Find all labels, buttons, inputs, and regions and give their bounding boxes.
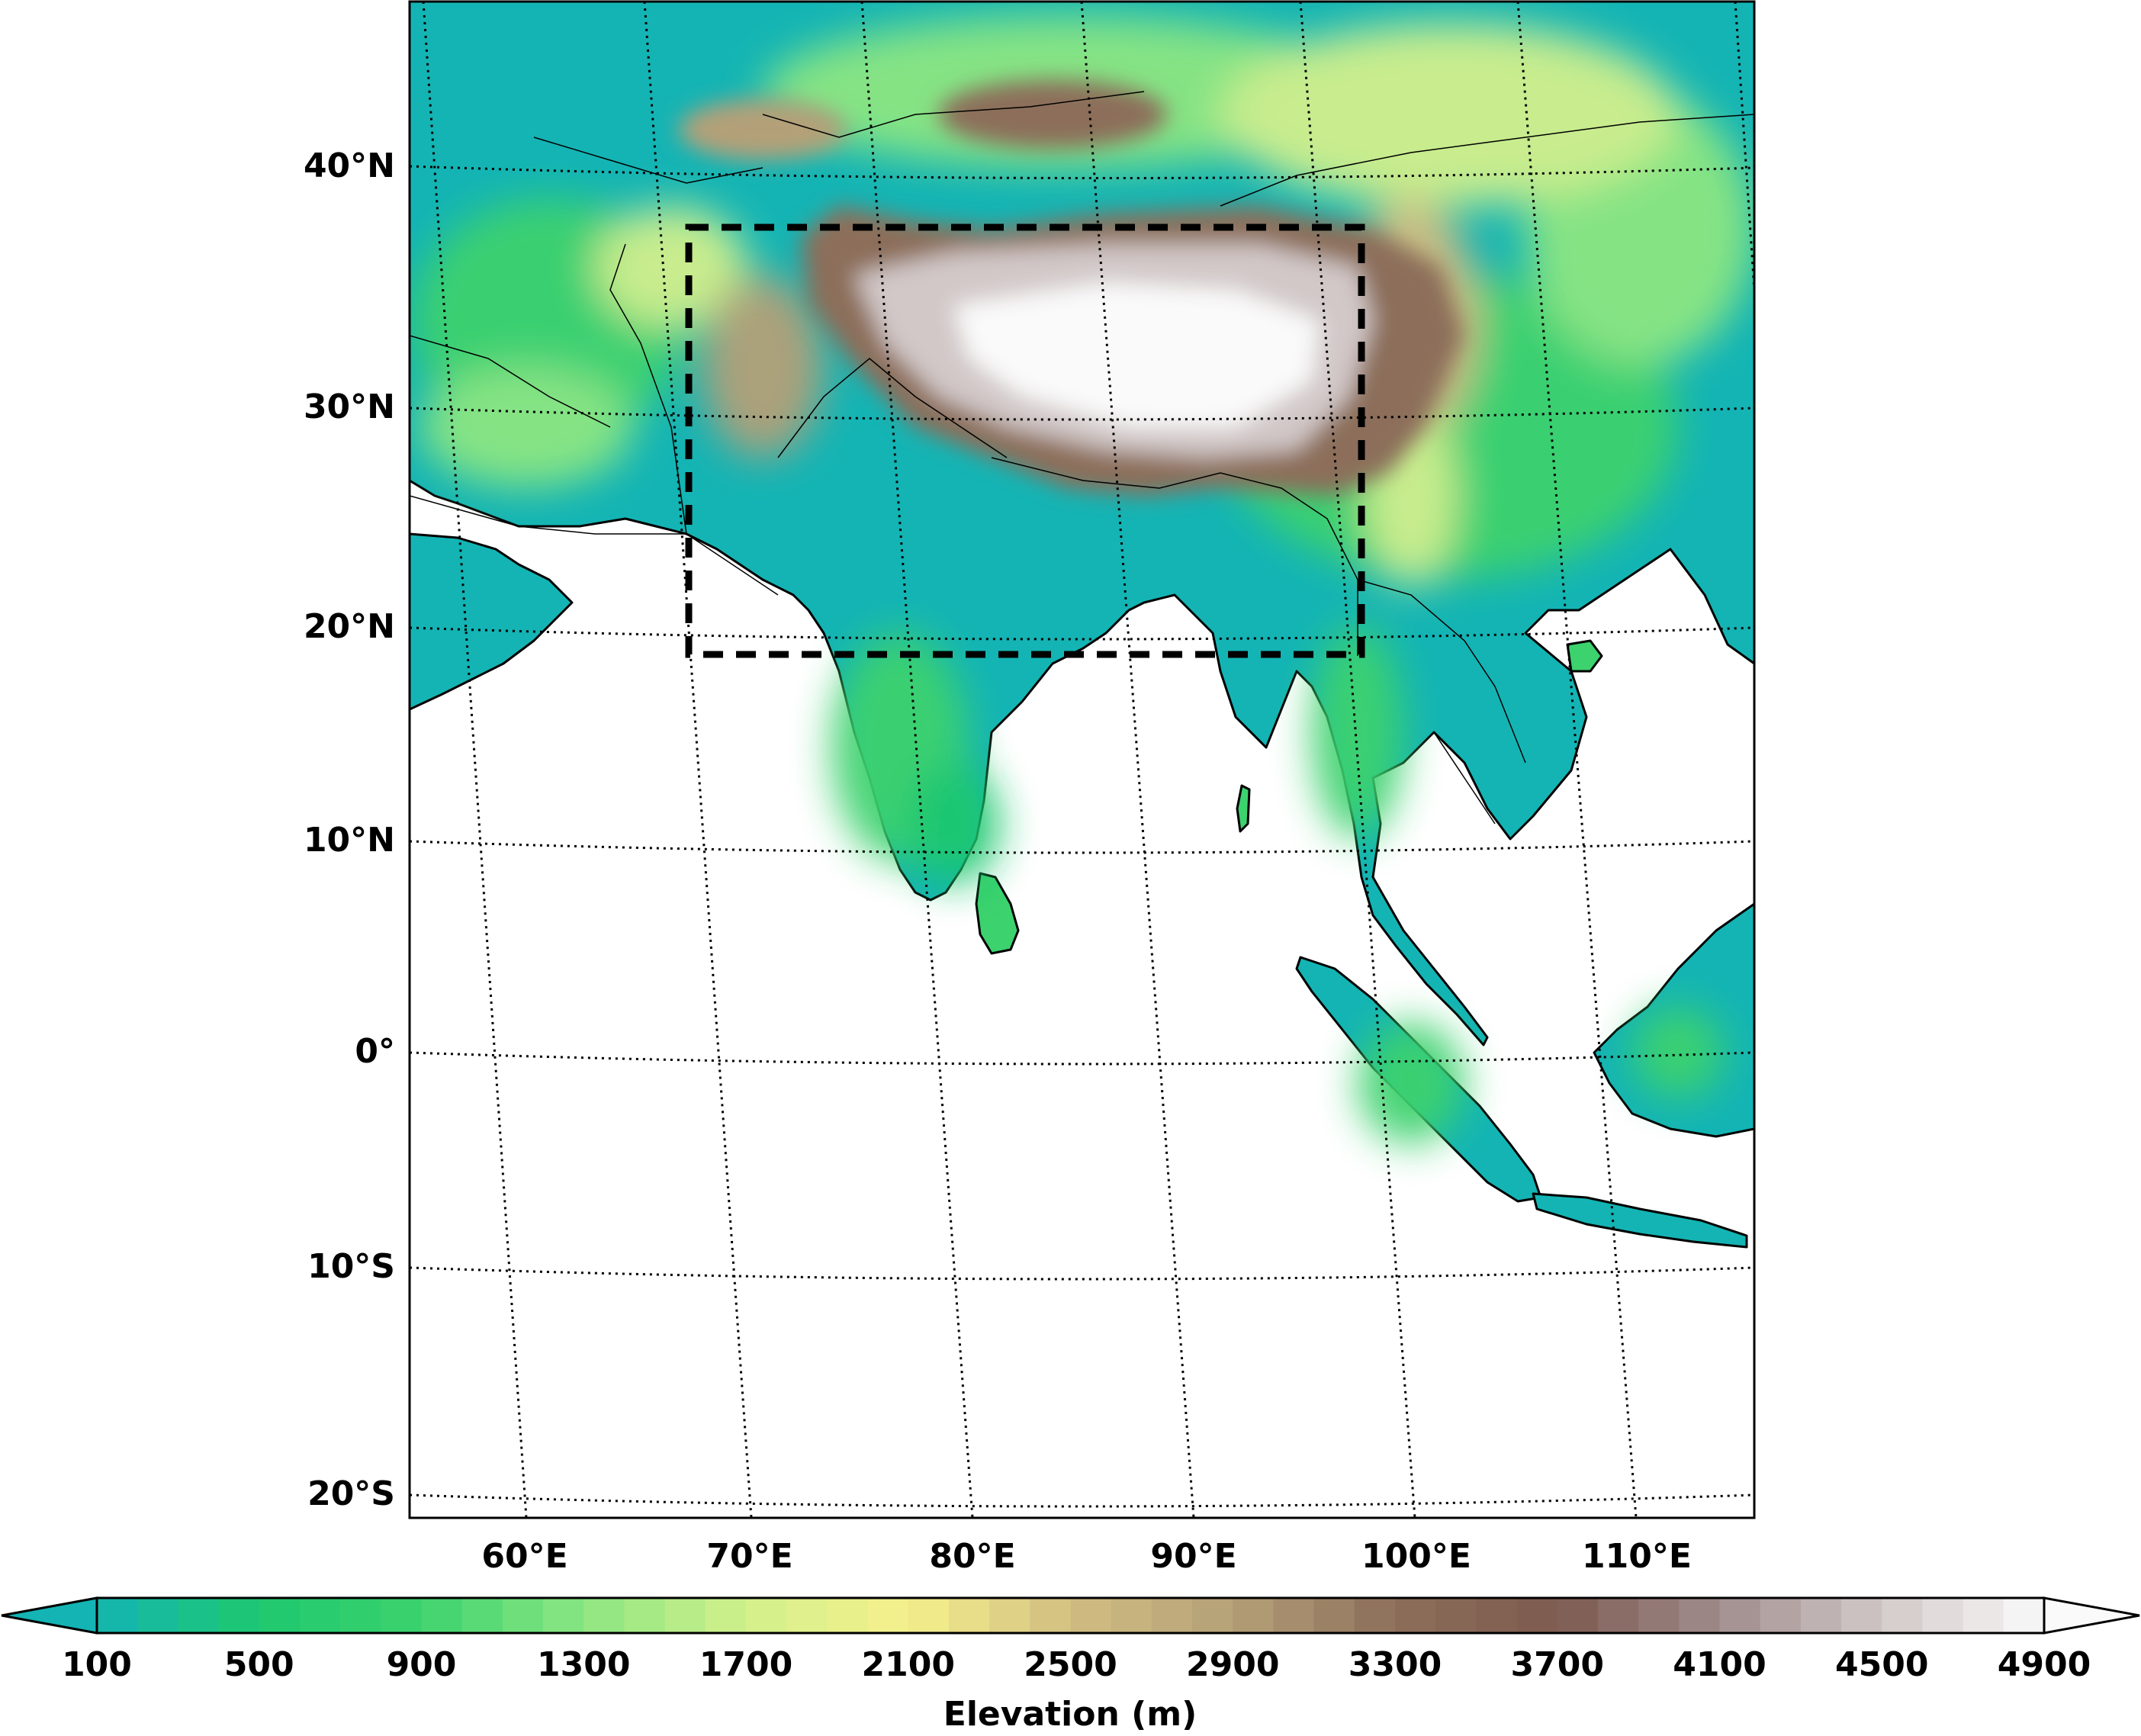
colorbar-cell: [218, 1598, 260, 1633]
colorbar-cell: [827, 1598, 869, 1633]
elevation-shading: [412, 15, 1754, 1144]
colorbar-cell: [1151, 1598, 1193, 1633]
colorbar-cell: [137, 1598, 178, 1633]
colorbar-cell: [908, 1598, 950, 1633]
lat-label-20s: 20°S: [307, 1474, 395, 1513]
colorbar-cell: [1800, 1598, 1842, 1633]
tibetan-plateau: [679, 80, 1464, 496]
colorbar-tick-label: 1700: [699, 1645, 792, 1684]
colorbar-cell: [624, 1598, 666, 1633]
lon-label-60e: 60°E: [481, 1537, 567, 1576]
colorbar-cell: [989, 1598, 1030, 1633]
colorbar-cell: [1963, 1598, 2004, 1633]
colorbar-cells: [97, 1598, 2045, 1633]
colorbar-frame: [95, 1596, 2046, 1635]
colorbar-tick-label: 2900: [1186, 1645, 1279, 1684]
colorbar-extend-max: [2043, 1596, 2140, 1635]
map-frame: [408, 0, 1756, 1519]
colorbar-cell: [97, 1598, 138, 1633]
colorbar-tick-label: 2500: [1024, 1645, 1117, 1684]
andaman-islands: [1236, 784, 1251, 833]
colorbar-cell: [1070, 1598, 1112, 1633]
colorbar-cell: [1435, 1598, 1477, 1633]
colorbar-tick-label: 1300: [537, 1645, 630, 1684]
colorbar-cell: [1233, 1598, 1275, 1633]
colorbar-cell: [421, 1598, 463, 1633]
lon-label-70e: 70°E: [706, 1537, 792, 1576]
colorbar-tick-label: 4500: [1835, 1645, 1928, 1684]
lon-label-90e: 90°E: [1150, 1537, 1236, 1576]
lat-label-0: 0°: [355, 1032, 395, 1071]
colorbar-cell: [1313, 1598, 1355, 1633]
lon-label-100e: 100°E: [1361, 1537, 1471, 1576]
colorbar-label: Elevation (m): [944, 1695, 1197, 1734]
arabia: [410, 532, 574, 711]
colorbar-cell: [340, 1598, 381, 1633]
colorbar-tick-label: 3300: [1349, 1645, 1442, 1684]
colorbar-tick-label: 3700: [1511, 1645, 1604, 1684]
colorbar-cell: [948, 1598, 990, 1633]
colorbar-cell: [1111, 1598, 1152, 1633]
colorbar-extend-min: [1, 1596, 98, 1635]
colorbar-cell: [1030, 1598, 1072, 1633]
lat-label-10n: 10°N: [304, 821, 395, 860]
colorbar-cell: [664, 1598, 706, 1633]
colorbar-cell: [1882, 1598, 1924, 1633]
java: [1532, 1192, 1748, 1249]
colorbar-cell: [1719, 1598, 1761, 1633]
lon-label-80e: 80°E: [929, 1537, 1015, 1576]
colorbar-cell: [1597, 1598, 1639, 1633]
graticule: [410, 2, 1754, 1518]
colorbar-cell: [583, 1598, 625, 1633]
colorbar-cell: [381, 1598, 423, 1633]
latitude-labels: 40°N 30°N 20°N 10°N 0° 10°S 20°S: [304, 146, 395, 1513]
colorbar-cell: [1273, 1598, 1315, 1633]
lon-label-110e: 110°E: [1582, 1537, 1692, 1576]
colorbar-cell: [705, 1598, 747, 1633]
longitude-labels: 60°E 70°E 80°E 90°E 100°E 110°E: [481, 1537, 1692, 1576]
colorbar-cell: [259, 1598, 301, 1633]
colorbar-tick-label: 2100: [862, 1645, 955, 1684]
colorbar-tick-labels: 100 500 900 1300 1700 2100 2500 2900 3300 3700 410…: [62, 1645, 2091, 1684]
colorbar-tick-label: 500: [224, 1645, 294, 1684]
sri-lanka: [975, 872, 1020, 955]
colorbar-cell: [1192, 1598, 1233, 1633]
country-borders: [410, 91, 1754, 825]
colorbar-cell: [178, 1598, 220, 1633]
colorbar-cell: [299, 1598, 341, 1633]
colorbar-cell: [786, 1598, 828, 1633]
colorbar-cell: [746, 1598, 787, 1633]
colorbar-tick-label: 100: [62, 1645, 132, 1684]
colorbar-tick-label: 900: [387, 1645, 457, 1684]
colorbar-cell: [1354, 1598, 1396, 1633]
colorbar-tick-label: 4900: [1998, 1645, 2091, 1684]
colorbar-cell: [1922, 1598, 1964, 1633]
lat-label-30n: 30°N: [304, 387, 395, 426]
map-panel: [408, 0, 1756, 1519]
colorbar-cell: [2003, 1598, 2045, 1633]
colorbar-cell: [461, 1598, 503, 1633]
colorbar-cell: [1679, 1598, 1721, 1633]
colorbar-cell: [1476, 1598, 1518, 1633]
colorbar-cell: [1516, 1598, 1558, 1633]
lat-label-10s: 10°S: [307, 1247, 395, 1286]
colorbar-tick-label: 4100: [1673, 1645, 1766, 1684]
colorbar-cell: [1760, 1598, 1802, 1633]
colorbar-cell: [867, 1598, 909, 1633]
lat-label-40n: 40°N: [304, 146, 395, 185]
colorbar-cell: [543, 1598, 584, 1633]
study-region-box: [685, 223, 1365, 658]
colorbar-cell: [1557, 1598, 1599, 1633]
colorbar-cell: [502, 1598, 544, 1633]
colorbar-cell: [1841, 1598, 1882, 1633]
colorbar-cell: [1395, 1598, 1436, 1633]
colorbar: 100 500 900 1300 1700 2100 2500 2900 3300 3700 410…: [1, 1596, 2140, 1734]
meridian-120e: [1734, 2, 1754, 291]
lat-label-20n: 20°N: [304, 607, 395, 646]
colorbar-cell: [1638, 1598, 1680, 1633]
